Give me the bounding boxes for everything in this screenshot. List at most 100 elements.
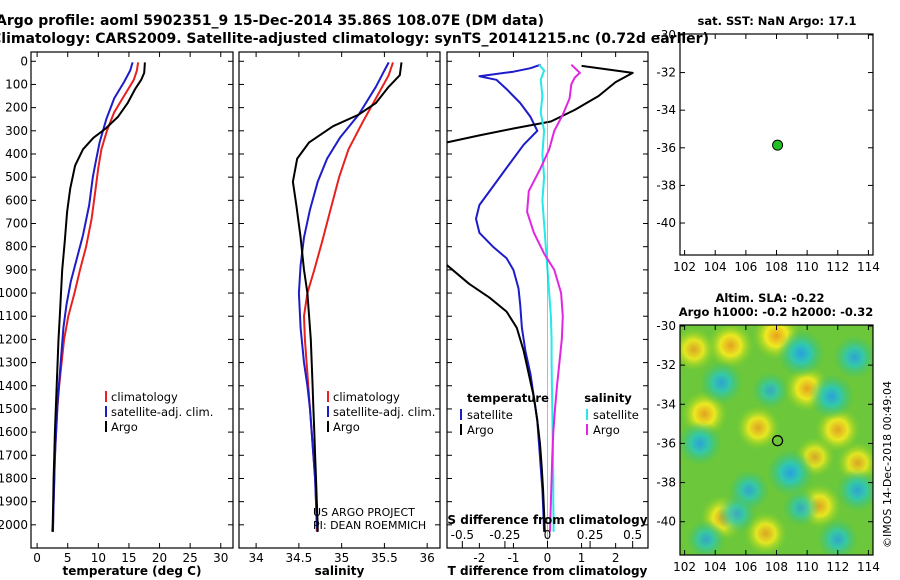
legend-label: Argo bbox=[111, 420, 138, 434]
sla-high-blob bbox=[736, 405, 781, 450]
y-tick-label: -38 bbox=[656, 178, 676, 192]
sla-title-line1: Altim. SLA: -0.22 bbox=[715, 291, 824, 305]
temperature-panel: 0 5 10 15 20 25 300100200300400500600700800900… bbox=[0, 51, 234, 578]
y-tick-label: 1200 bbox=[0, 332, 28, 346]
legend-label: climatology bbox=[333, 390, 400, 404]
x-tick-label: 10 bbox=[91, 551, 106, 565]
x-tick-label: -2 bbox=[473, 551, 485, 565]
y-tick-label: -36 bbox=[656, 141, 676, 155]
legend-label: Argo bbox=[333, 420, 360, 434]
credit-line1: US ARGO PROJECT bbox=[313, 506, 415, 519]
sal-tick-label: -0.25 bbox=[489, 528, 520, 542]
x-tick-label: 36 bbox=[420, 551, 435, 565]
sal-tick-label: -0.5 bbox=[451, 528, 474, 542]
y-tick-label: -30 bbox=[656, 28, 676, 42]
x-tick-label: 0 bbox=[544, 551, 552, 565]
sla-low-blob bbox=[686, 519, 727, 555]
y-tick-label: 700 bbox=[5, 217, 28, 231]
y-tick-label: 1000 bbox=[0, 286, 28, 300]
y-tick-label: 2000 bbox=[0, 518, 28, 532]
legend-label: satellite bbox=[593, 408, 639, 422]
x-tick-label: 114 bbox=[857, 260, 880, 274]
x-tick-label: 34.5 bbox=[286, 551, 313, 565]
sla-low-blob bbox=[816, 518, 859, 555]
sla-low-blob bbox=[808, 373, 855, 420]
float-location-marker bbox=[771, 435, 784, 447]
sst-location-panel: 102 104 106 108 110 112 114 -30 -32 -34 -36 -38 -40 bbox=[656, 28, 879, 274]
x-tick-label: 102 bbox=[673, 560, 696, 574]
sal-tick-label: 0.25 bbox=[577, 528, 604, 542]
series-line-argo bbox=[291, 62, 403, 532]
x-tick-label: 112 bbox=[826, 560, 849, 574]
y-tick-label: 1800 bbox=[0, 471, 28, 485]
figure-title-line2: Climatology: CARS2009. Satellite-adjuste… bbox=[0, 31, 709, 47]
sla-field bbox=[680, 325, 873, 555]
series-line-t-argo bbox=[446, 64, 634, 144]
x-tick-label: 108 bbox=[765, 260, 788, 274]
y-tick-label: 1500 bbox=[0, 402, 28, 416]
sla-low-blob bbox=[782, 489, 821, 528]
x-tick-label: 25 bbox=[183, 551, 198, 565]
y-tick-label: -40 bbox=[656, 216, 676, 230]
x-tick-label: 102 bbox=[673, 260, 696, 274]
sla-low-blob bbox=[832, 335, 873, 380]
y-tick-label: -36 bbox=[656, 436, 676, 450]
sal-tick-label: 0 bbox=[544, 528, 552, 542]
sla-map-panel: 102 104 106 108 110 112 114 -30 -32 -34 -36 -38 -40 bbox=[656, 319, 879, 574]
x-tick-label: 2 bbox=[612, 551, 620, 565]
y-tick-label: 200 bbox=[5, 101, 28, 115]
float-location-marker bbox=[772, 139, 784, 151]
sla-low-blob bbox=[766, 448, 815, 497]
x-tick-label: 104 bbox=[704, 560, 727, 574]
x-tick-label: 112 bbox=[826, 260, 849, 274]
x-tick-label: 1 bbox=[578, 551, 586, 565]
secondary-axis-label: S difference from climatology bbox=[447, 513, 647, 527]
y-tick-label: -32 bbox=[656, 358, 676, 372]
x-axis-label: temperature (deg C) bbox=[63, 564, 202, 578]
legend-header-temperature: temperature bbox=[467, 391, 549, 405]
legend-label: Argo bbox=[467, 423, 494, 437]
sla-title-line2: Argo h1000: -0.2 h2000: -0.32 bbox=[679, 305, 874, 319]
plot-frame bbox=[238, 51, 441, 549]
x-tick-label: 5 bbox=[64, 551, 72, 565]
y-tick-label: 1600 bbox=[0, 425, 28, 439]
y-tick-label: -38 bbox=[656, 476, 676, 490]
y-tick-label: -32 bbox=[656, 66, 676, 80]
y-tick-label: -34 bbox=[656, 103, 676, 117]
y-tick-label: 600 bbox=[5, 193, 28, 207]
series-line-argo bbox=[51, 62, 146, 532]
legend-label: satellite-adj. clim. bbox=[333, 405, 435, 419]
sal-tick-label: 0.5 bbox=[623, 528, 642, 542]
y-tick-label: 300 bbox=[5, 124, 28, 138]
x-tick-label: 30 bbox=[213, 551, 228, 565]
x-tick-label: 20 bbox=[152, 551, 167, 565]
sla-low-blob bbox=[716, 493, 757, 534]
sla-low-blob bbox=[835, 468, 873, 513]
series-line-t-argo-deep bbox=[446, 264, 546, 532]
y-tick-label: 0 bbox=[20, 54, 28, 68]
legend-label: Argo bbox=[593, 423, 620, 437]
y-tick-label: 1700 bbox=[0, 448, 28, 462]
x-tick-label: 106 bbox=[734, 560, 757, 574]
y-tick-label: -34 bbox=[656, 397, 676, 411]
y-tick-label: 500 bbox=[5, 170, 28, 184]
y-tick-label: 400 bbox=[5, 147, 28, 161]
y-tick-label: -30 bbox=[656, 319, 676, 333]
figure-title-line1: Argo profile: aoml 5902351_9 15-Dec-2014… bbox=[0, 13, 544, 29]
y-tick-label: 800 bbox=[5, 240, 28, 254]
x-tick-label: 34 bbox=[248, 551, 263, 565]
x-axis-label: salinity bbox=[315, 564, 365, 578]
sla-low-blob bbox=[777, 329, 826, 378]
y-tick-label: 1900 bbox=[0, 495, 28, 509]
x-axis-label: T difference from climatology bbox=[448, 564, 648, 578]
plot-frame bbox=[30, 51, 234, 549]
x-tick-label: 35 bbox=[334, 551, 349, 565]
x-tick-label: 35.5 bbox=[371, 551, 398, 565]
x-tick-label: -1 bbox=[507, 551, 519, 565]
y-tick-label: -40 bbox=[656, 515, 676, 529]
legend-label: climatology bbox=[111, 390, 178, 404]
y-tick-label: 1100 bbox=[0, 309, 28, 323]
y-tick-label: 900 bbox=[5, 263, 28, 277]
x-tick-label: 15 bbox=[121, 551, 136, 565]
